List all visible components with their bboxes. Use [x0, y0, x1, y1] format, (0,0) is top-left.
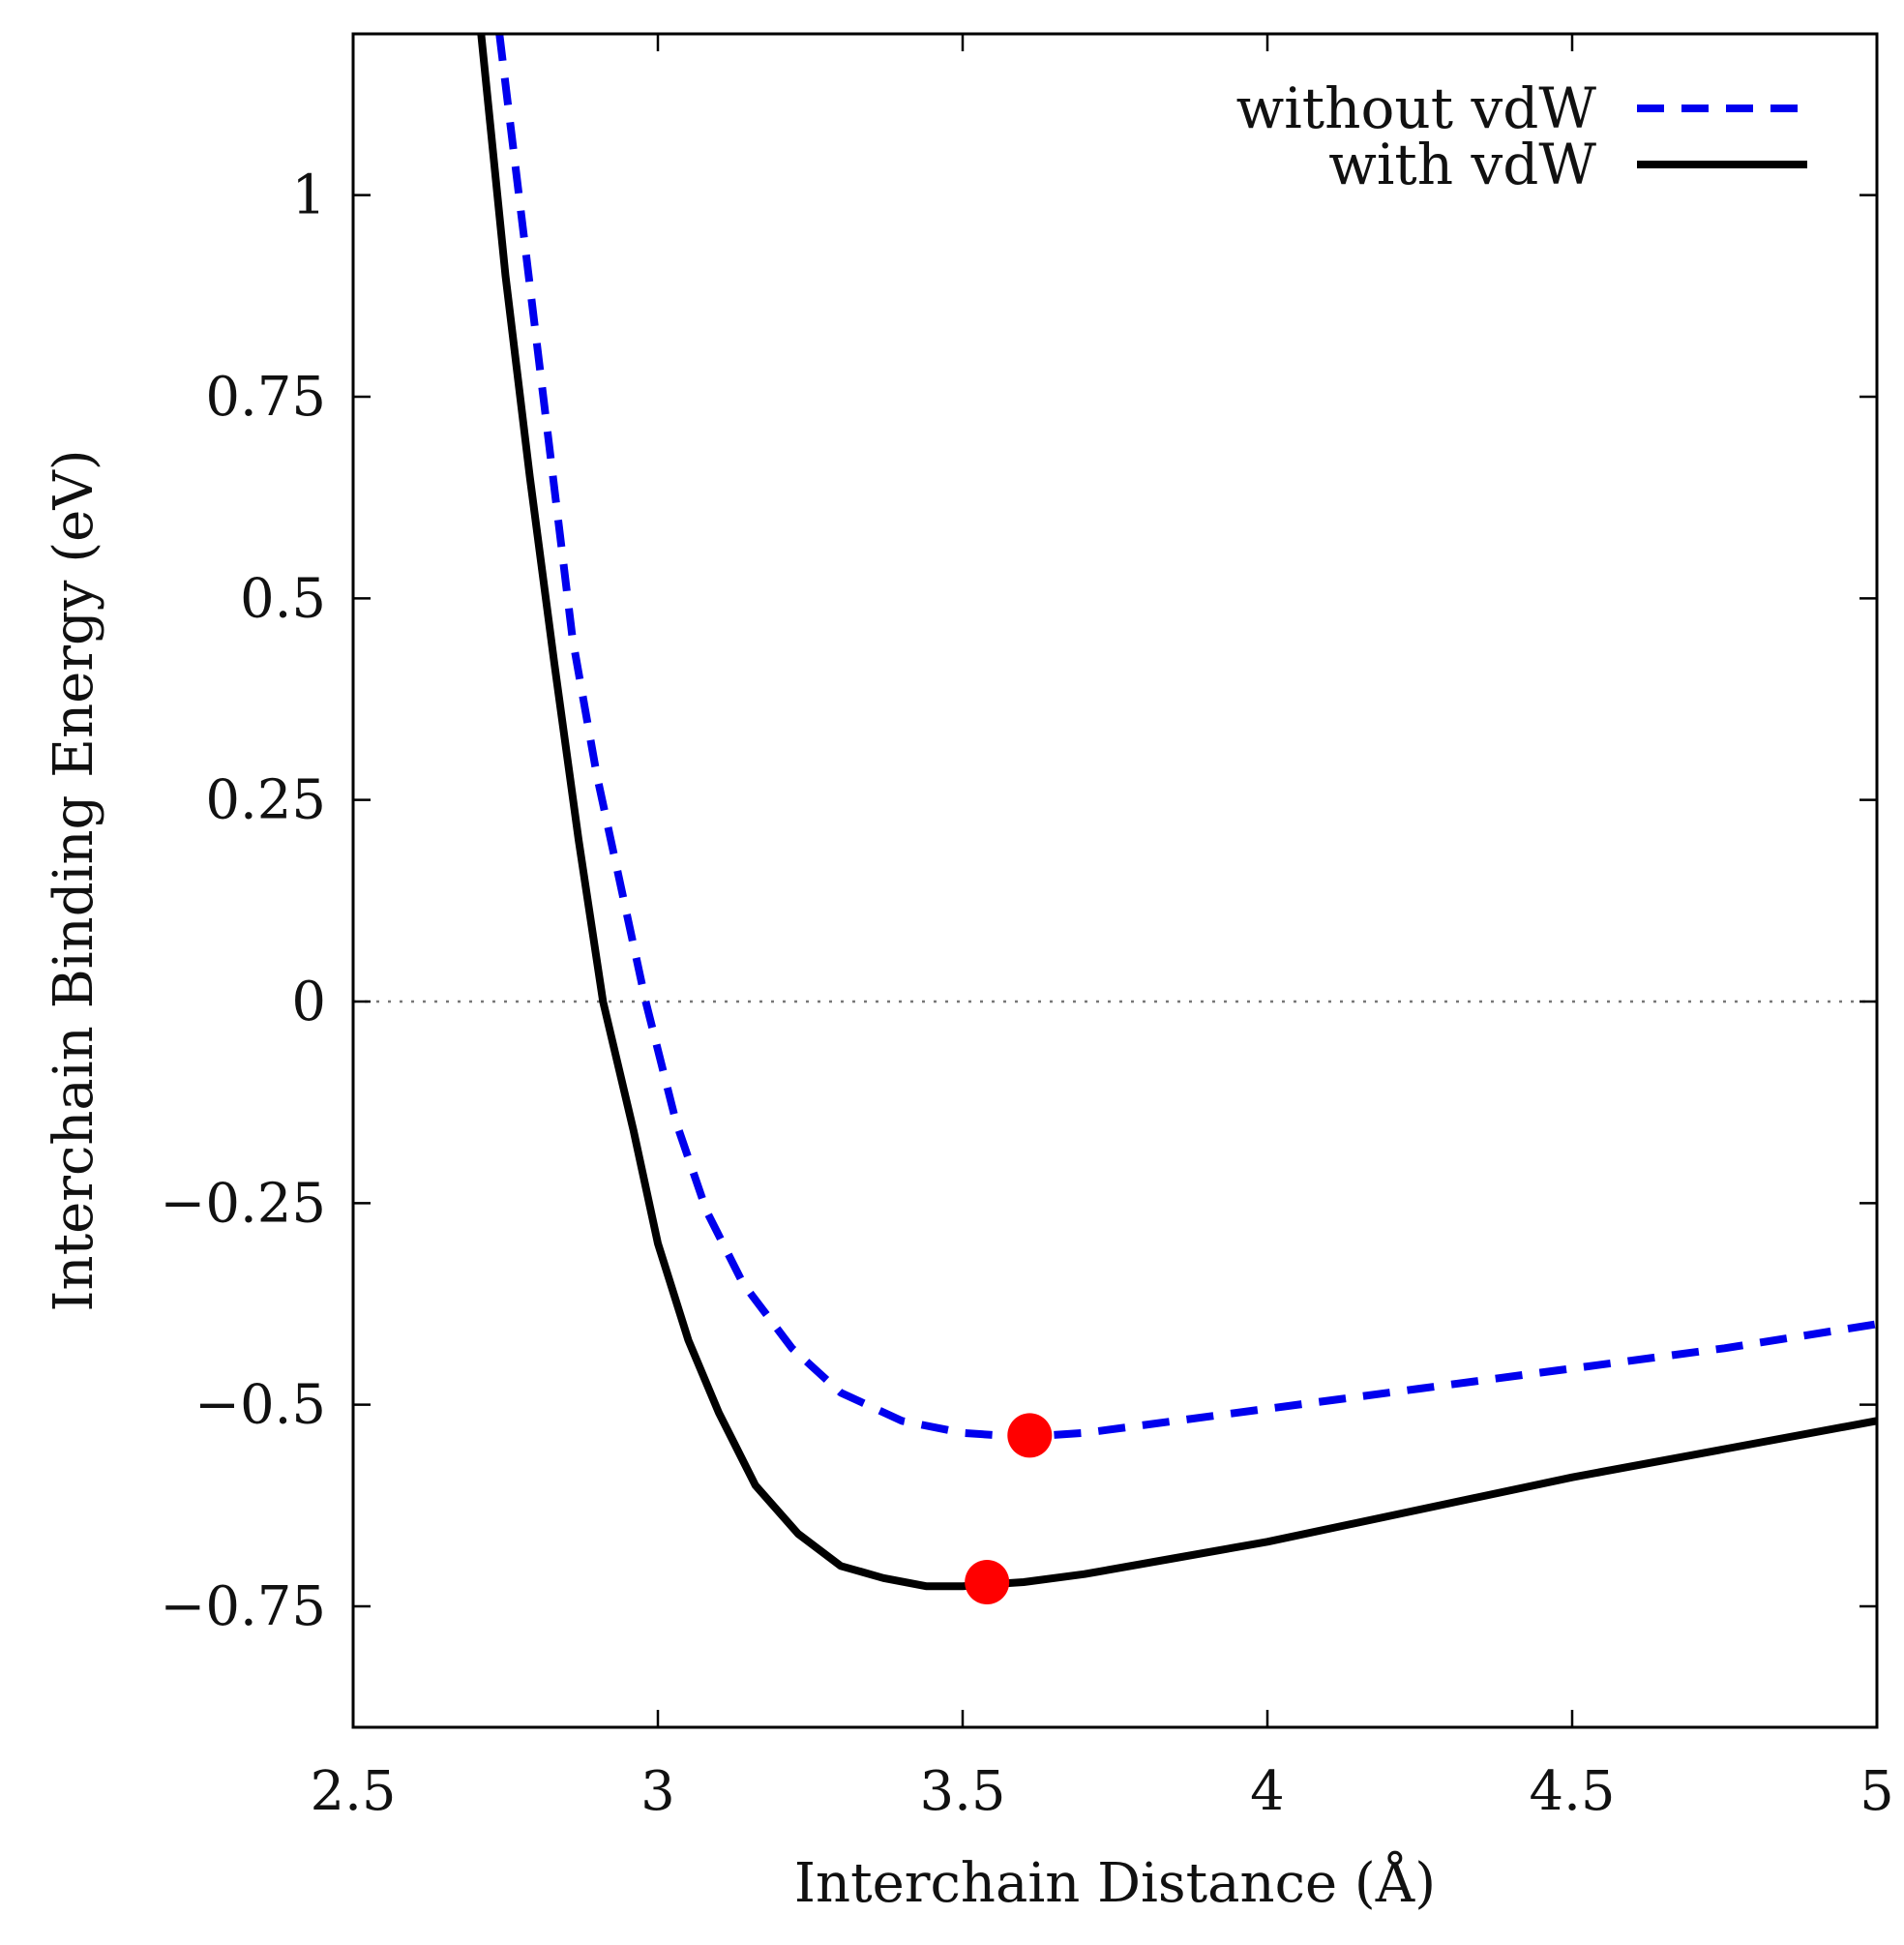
x-tick-label: 2.5 [310, 1760, 396, 1823]
legend-label-without-vdw: without vdW [1236, 75, 1597, 141]
y-tick-label: 0 [291, 971, 326, 1033]
y-tick-label: −0.5 [194, 1374, 326, 1437]
y-tick-label: 0.25 [205, 769, 326, 832]
y-tick-label: 0.5 [240, 567, 326, 630]
x-axis-title: Interchain Distance (Å) [794, 1850, 1436, 1915]
x-tick-label: 3.5 [919, 1760, 1005, 1823]
y-tick-label: 0.75 [205, 366, 326, 429]
y-axis-title: Interchain Binding Energy (eV) [43, 449, 105, 1311]
plot-frame [351, 32, 1879, 1729]
minimum-markers [965, 1413, 1053, 1604]
series-line-without-vdw [495, 34, 1877, 1441]
x-axis-ticks: 2.5 3 3.5 4 4.5 5 [310, 34, 1894, 1823]
with-vdw-minimum-marker [965, 1560, 1010, 1604]
x-tick-label: 5 [1859, 1760, 1894, 1823]
series-layer [477, 34, 1877, 1591]
x-tick-label: 4 [1250, 1760, 1285, 1823]
x-tick-label: 3 [640, 1760, 675, 1823]
series-line-with-vdw [477, 34, 1877, 1591]
without-vdw-minimum-marker [1007, 1413, 1053, 1458]
y-tick-label: 1 [291, 165, 326, 227]
x-tick-label: 4.5 [1529, 1760, 1615, 1823]
legend: without vdW with vdW [1236, 75, 1807, 197]
y-tick-label: −0.25 [160, 1172, 326, 1235]
y-axis-ticks: −0.75 −0.5 −0.25 0 0.25 0.5 0.75 1 [160, 165, 1877, 1638]
y-tick-label: −0.75 [160, 1575, 326, 1638]
legend-label-with-vdw: with vdW [1328, 132, 1596, 197]
